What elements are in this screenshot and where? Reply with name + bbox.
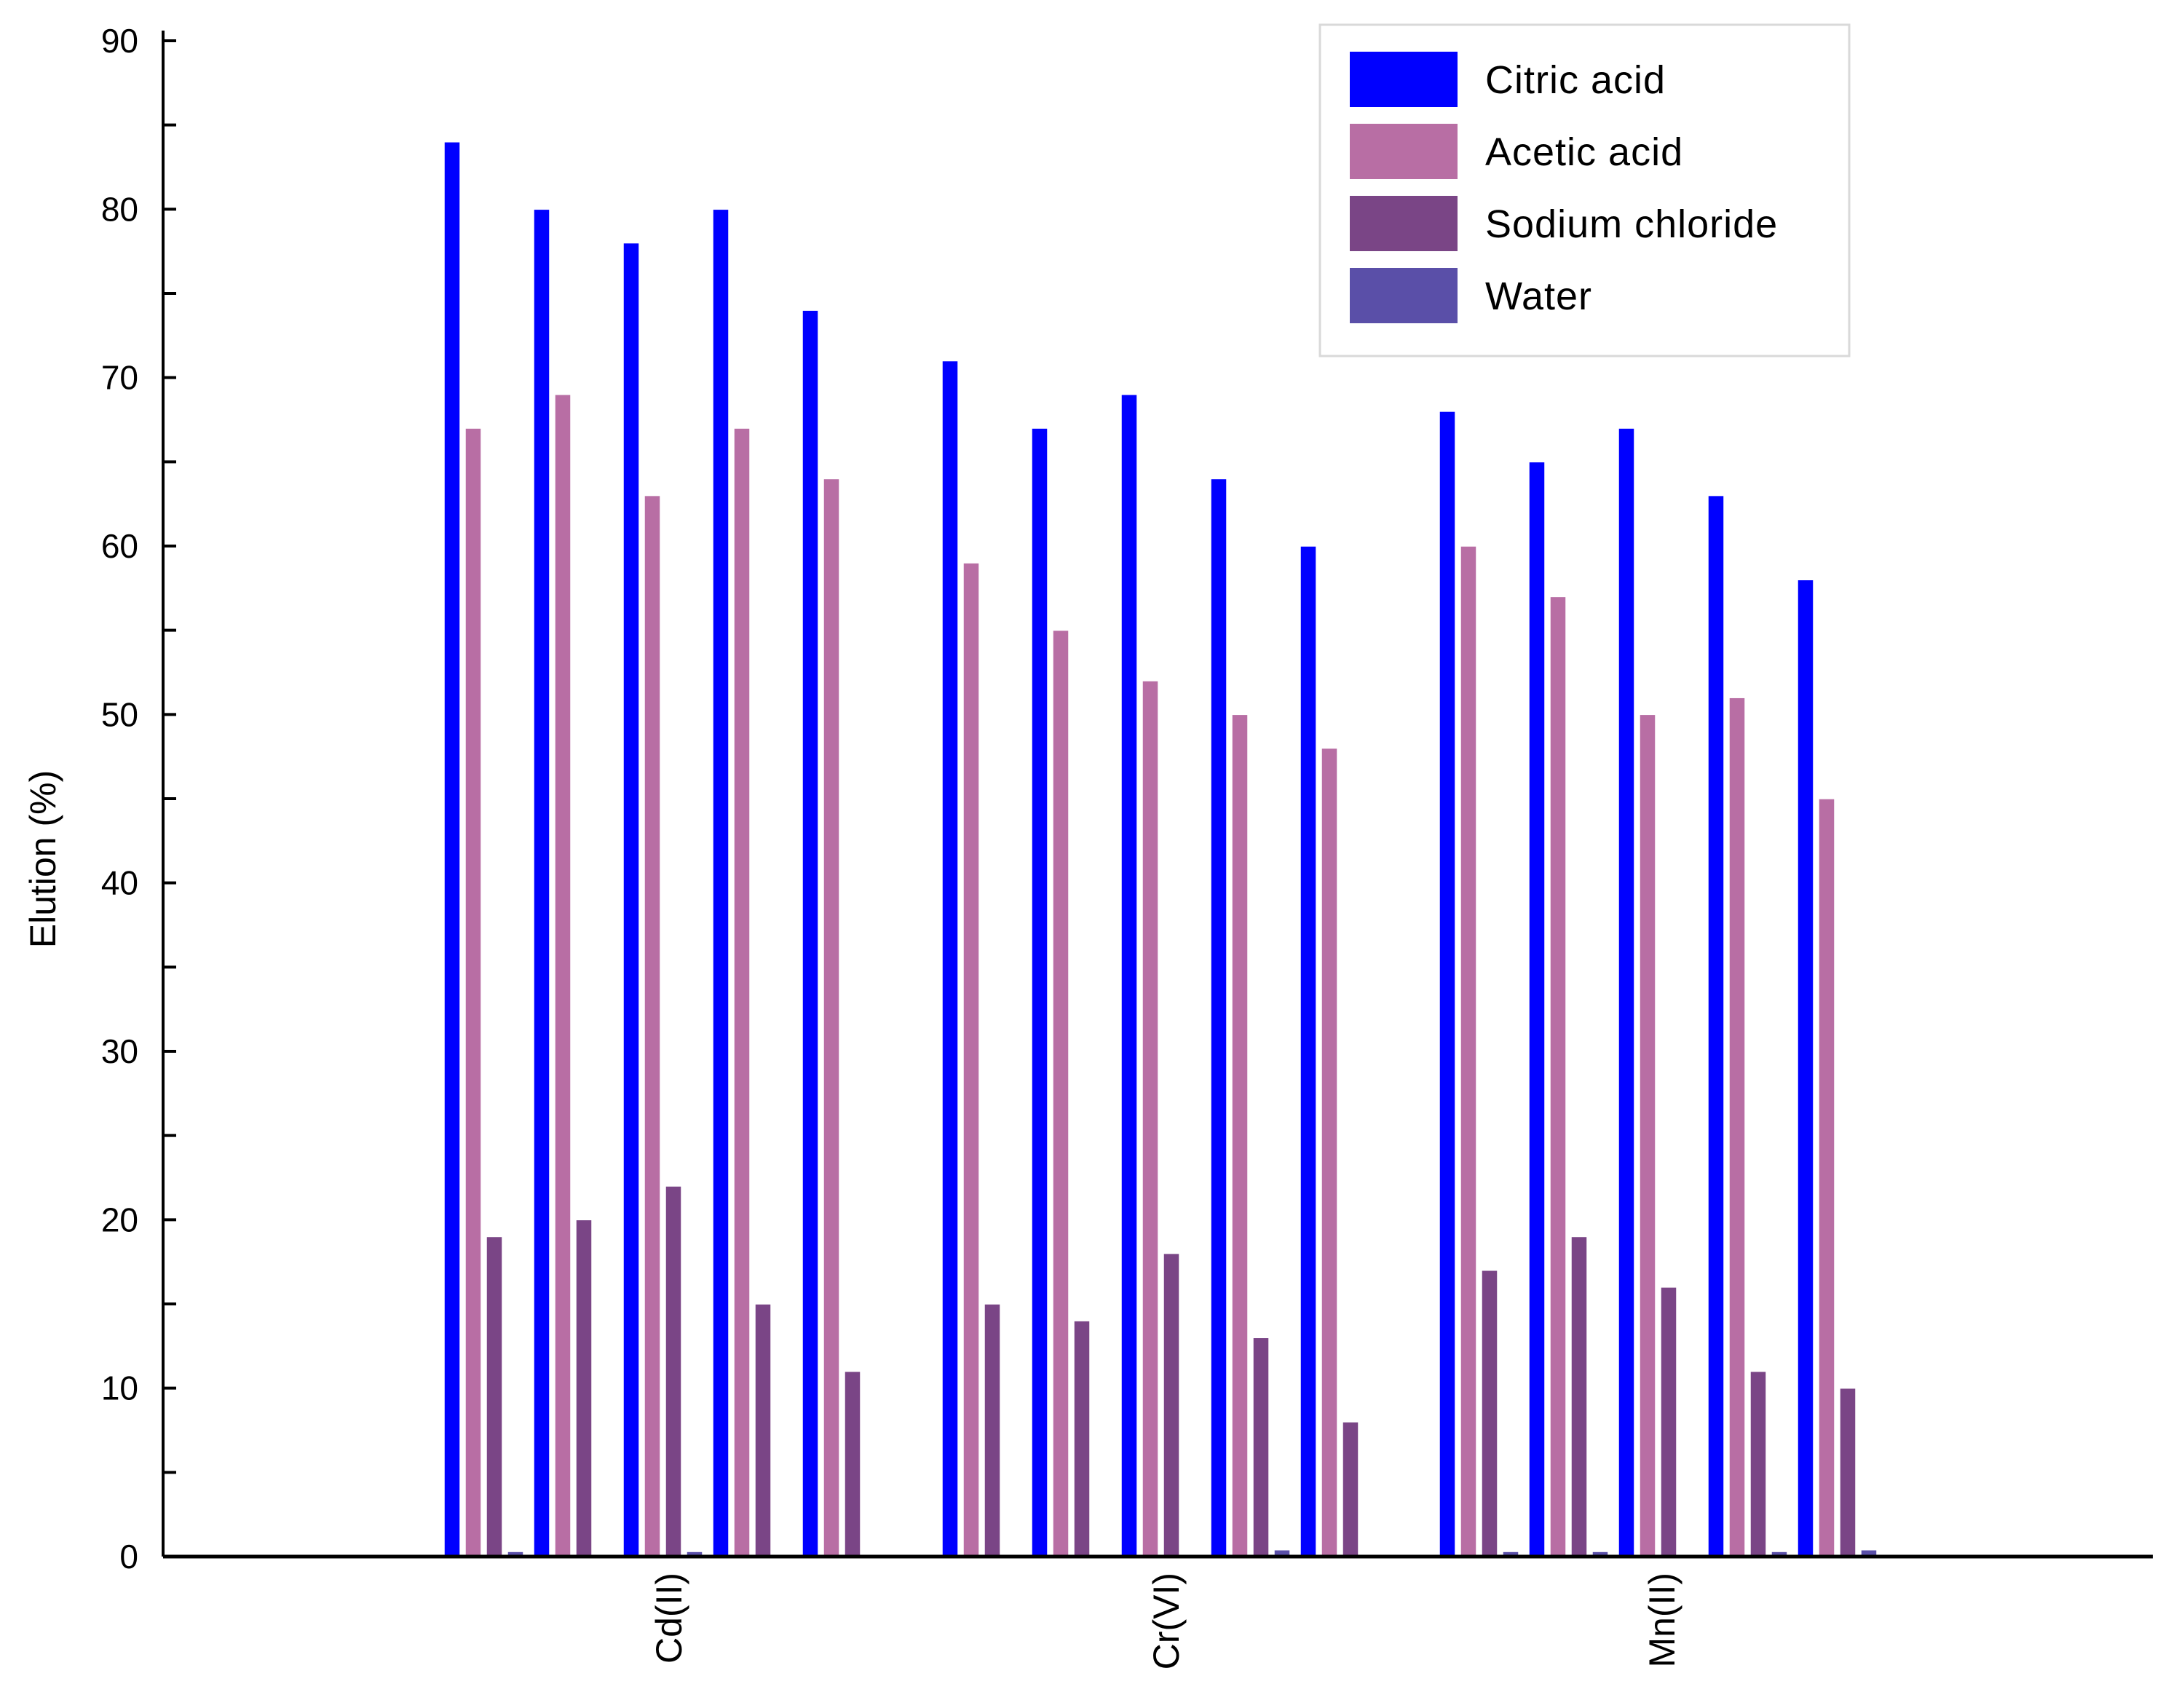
- bar-sodium-chloride-1: [486, 1235, 503, 1557]
- legend: Citric acid Acetic acid Sodium chloride Wat…: [1318, 23, 1851, 357]
- x-category-label: Cd(II): [649, 1573, 689, 1664]
- y-tick-label: 10: [101, 1369, 138, 1407]
- legend-swatch: [1348, 122, 1459, 181]
- legend-swatch: [1348, 266, 1459, 325]
- axes-layer: 0 10 20 30 40 50 60 70 80 90 Cd(II) Cr(VI) Mn(II): [101, 22, 2153, 1669]
- legend-label: Acetic acid: [1485, 130, 1683, 174]
- bar-acetic-acid-6: [962, 562, 980, 1557]
- bar-citric-acid-4: [712, 208, 729, 1557]
- y-tick-label: 80: [101, 190, 138, 228]
- bar-citric-acid-1: [443, 141, 461, 1557]
- legend-label: Citric acid: [1485, 58, 1666, 102]
- y-tick-label: 60: [101, 527, 138, 565]
- y-tick-label: 50: [101, 695, 138, 733]
- bar-acetic-acid-5: [823, 478, 840, 1557]
- bar-sodium-chloride-5: [844, 1370, 861, 1557]
- legend-swatch: [1348, 50, 1459, 108]
- y-tick-label: 0: [119, 1538, 138, 1575]
- y-axis-title: Elution (%): [23, 770, 63, 949]
- bar-acetic-acid-9: [1231, 713, 1249, 1557]
- x-category-label: Cr(VI): [1146, 1573, 1187, 1669]
- bar-citric-acid-13: [1618, 427, 1635, 1557]
- x-category-label: Mn(II): [1642, 1573, 1682, 1668]
- bar-citric-acid-8: [1120, 394, 1138, 1557]
- bar-citric-acid-15: [1797, 579, 1814, 1557]
- bar-sodium-chloride-14: [1749, 1370, 1767, 1557]
- bar-acetic-acid-8: [1142, 680, 1159, 1557]
- bar-citric-acid-2: [533, 208, 550, 1557]
- bar-sodium-chloride-6: [984, 1303, 1001, 1557]
- legend-entries: Citric acid Acetic acid Sodium chloride Wat…: [1348, 50, 1778, 325]
- bar-acetic-acid-3: [644, 494, 661, 1557]
- bar-sodium-chloride-9: [1252, 1337, 1270, 1557]
- bar-citric-acid-12: [1528, 461, 1546, 1557]
- bar-acetic-acid-7: [1052, 629, 1069, 1557]
- y-tick-label: 90: [101, 22, 138, 60]
- bar-sodium-chloride-3: [665, 1185, 682, 1557]
- legend-swatch: [1348, 194, 1459, 253]
- bar-sodium-chloride-8: [1163, 1252, 1180, 1557]
- bar-sodium-chloride-13: [1660, 1286, 1677, 1557]
- bar-citric-acid-3: [622, 242, 640, 1557]
- bar-citric-acid-10: [1300, 545, 1317, 1557]
- bar-acetic-acid-13: [1639, 713, 1656, 1557]
- bar-citric-acid-14: [1707, 494, 1725, 1557]
- y-tick-label: 20: [101, 1201, 138, 1238]
- bar-acetic-acid-15: [1818, 798, 1835, 1557]
- y-tick-label: 70: [101, 359, 138, 397]
- bar-acetic-acid-10: [1321, 747, 1338, 1557]
- bar-sodium-chloride-4: [754, 1303, 772, 1557]
- bars-layer: [443, 141, 1878, 1557]
- y-tick-label: 40: [101, 864, 138, 902]
- bar-sodium-chloride-15: [1839, 1387, 1856, 1557]
- bar-sodium-chloride-2: [575, 1219, 593, 1557]
- bar-acetic-acid-2: [554, 394, 572, 1557]
- bar-sodium-chloride-12: [1570, 1235, 1588, 1557]
- bar-sodium-chloride-10: [1342, 1421, 1359, 1557]
- bar-citric-acid-6: [941, 360, 959, 1557]
- bar-citric-acid-7: [1031, 427, 1048, 1557]
- bar-sodium-chloride-7: [1073, 1320, 1091, 1557]
- bar-acetic-acid-4: [733, 427, 751, 1557]
- bar-sodium-chloride-11: [1481, 1269, 1498, 1557]
- bar-citric-acid-5: [802, 309, 819, 1557]
- bar-acetic-acid-11: [1460, 545, 1477, 1557]
- legend-label: Water: [1485, 274, 1592, 318]
- y-tick-label: 30: [101, 1032, 138, 1070]
- bar-citric-acid-9: [1210, 478, 1227, 1557]
- bar-acetic-acid-1: [464, 427, 482, 1557]
- bar-citric-acid-11: [1439, 411, 1456, 1557]
- legend-label: Sodium chloride: [1485, 202, 1778, 246]
- bar-acetic-acid-12: [1549, 596, 1567, 1557]
- bar-acetic-acid-14: [1728, 697, 1746, 1557]
